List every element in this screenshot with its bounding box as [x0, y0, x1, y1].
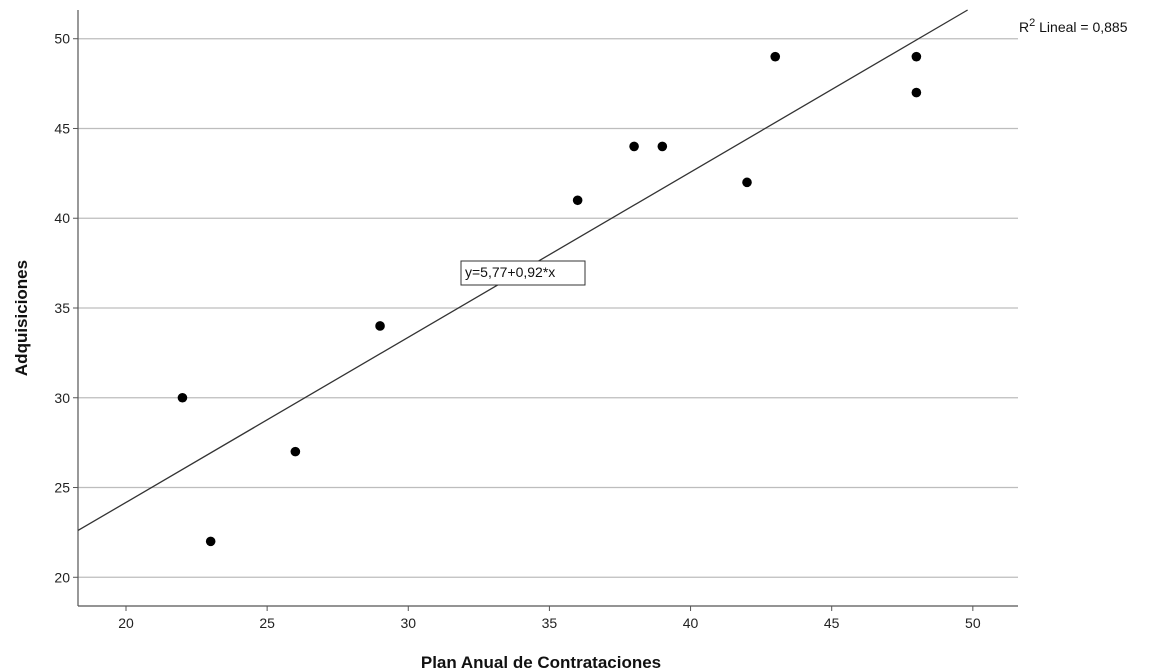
data-point: [742, 177, 752, 188]
y-tick-label: 50: [54, 31, 70, 47]
gridlines: [78, 38, 1018, 578]
r-squared-label: R2 Lineal = 0,885: [1019, 17, 1128, 35]
y-tick-label: 30: [54, 390, 70, 406]
x-tick-label: 30: [400, 615, 416, 631]
data-point: [205, 536, 216, 547]
fit-equation-box: [460, 260, 586, 286]
data-point: [911, 51, 922, 62]
y-tick-label: 20: [54, 569, 70, 585]
data-point: [290, 446, 301, 457]
x-tick-label: 45: [824, 615, 840, 631]
y-tick-label: 45: [54, 120, 70, 136]
fit-equation-label: y=5,77+0,92*x: [465, 264, 555, 280]
x-tick-label: 20: [118, 615, 134, 631]
data-point: [629, 141, 639, 152]
data-point: [657, 141, 668, 152]
data-point: [572, 195, 583, 206]
x-tick-label: 25: [259, 615, 275, 631]
data-point: [911, 87, 922, 98]
data-point: [177, 392, 188, 403]
axes: 20 25 30 35 40 45 50 20 25 30 35 40 45 50: [54, 10, 1018, 631]
x-tick-label: 40: [683, 615, 699, 631]
y-tick-label: 40: [54, 210, 70, 226]
y-tick-label: 35: [54, 300, 70, 316]
data-points: [177, 51, 922, 547]
y-tick-label: 25: [54, 480, 70, 496]
annotations: y=5,77+0,92*x R2 Lineal = 0,885: [460, 17, 1128, 286]
data-point: [375, 321, 385, 331]
x-axis-title: Plan Anual de Contrataciones: [421, 653, 661, 672]
x-tick-label: 50: [965, 615, 981, 631]
x-tick-label: 35: [542, 615, 558, 631]
data-point: [770, 51, 781, 62]
y-axis-title: Adquisiciones: [12, 260, 31, 376]
